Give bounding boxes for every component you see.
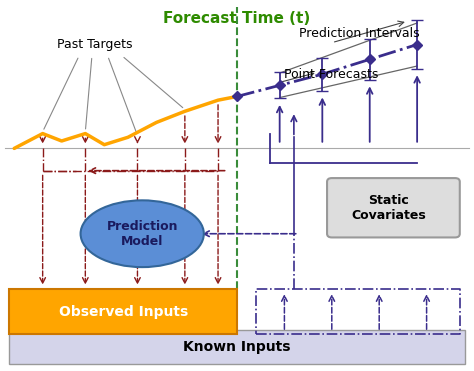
- FancyBboxPatch shape: [327, 178, 460, 237]
- Text: Static
Covariates: Static Covariates: [351, 194, 426, 222]
- Ellipse shape: [81, 200, 204, 267]
- Text: Forecast Time (t): Forecast Time (t): [164, 11, 310, 26]
- FancyBboxPatch shape: [9, 330, 465, 364]
- Text: Prediction Intervals: Prediction Intervals: [299, 27, 419, 40]
- FancyBboxPatch shape: [9, 289, 237, 334]
- Text: Past Targets: Past Targets: [57, 38, 133, 51]
- Text: Observed Inputs: Observed Inputs: [59, 305, 188, 319]
- Text: Point Forecasts: Point Forecasts: [284, 68, 379, 81]
- Text: Known Inputs: Known Inputs: [183, 340, 291, 354]
- Text: Prediction
Model: Prediction Model: [107, 220, 178, 248]
